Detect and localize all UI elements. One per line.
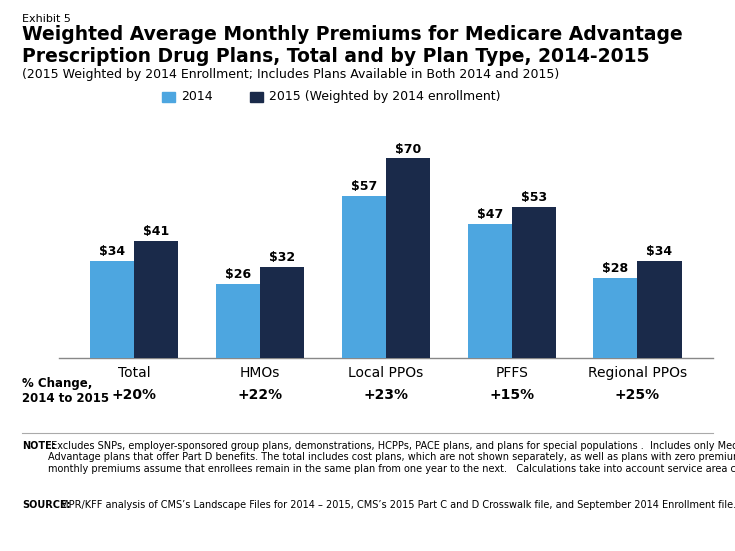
Bar xyxy=(342,196,386,358)
Text: +22%: +22% xyxy=(237,388,283,402)
Bar xyxy=(386,159,430,358)
Bar xyxy=(260,267,304,358)
Text: 2015 (Weighted by 2014 enrollment): 2015 (Weighted by 2014 enrollment) xyxy=(269,90,501,104)
Text: +25%: +25% xyxy=(615,388,660,402)
Text: Weighted Average Monthly Premiums for Medicare Advantage: Weighted Average Monthly Premiums for Me… xyxy=(22,25,683,44)
Text: $41: $41 xyxy=(143,225,170,239)
Text: Exhibit 5: Exhibit 5 xyxy=(22,14,71,24)
Text: $32: $32 xyxy=(269,251,295,264)
Text: NOTE:: NOTE: xyxy=(22,441,56,451)
Text: THE HENRY J.
KAISER
FAMILY
FOUNDATION: THE HENRY J. KAISER FAMILY FOUNDATION xyxy=(644,467,711,516)
Text: MPR/KFF analysis of CMS’s Landscape Files for 2014 – 2015, CMS’s 2015 Part C and: MPR/KFF analysis of CMS’s Landscape File… xyxy=(57,500,735,510)
Bar xyxy=(467,224,512,358)
Bar xyxy=(90,261,135,358)
Text: SOURCE:: SOURCE: xyxy=(22,500,71,510)
Bar xyxy=(512,207,556,358)
Text: % Change,
2014 to 2015: % Change, 2014 to 2015 xyxy=(22,377,110,406)
Text: $26: $26 xyxy=(225,268,251,281)
Text: $34: $34 xyxy=(99,245,126,258)
Text: $70: $70 xyxy=(395,143,421,155)
Text: $53: $53 xyxy=(520,191,547,204)
Bar xyxy=(637,261,681,358)
Text: +20%: +20% xyxy=(112,388,157,402)
Text: $57: $57 xyxy=(351,180,377,193)
Text: Excludes SNPs, employer-sponsored group plans, demonstrations, HCPPs, PACE plans: Excludes SNPs, employer-sponsored group … xyxy=(48,441,735,474)
Text: 2014: 2014 xyxy=(181,90,212,104)
Text: $28: $28 xyxy=(603,262,628,276)
Text: $34: $34 xyxy=(646,245,673,258)
Text: (2015 Weighted by 2014 Enrollment; Includes Plans Available in Both 2014 and 201: (2015 Weighted by 2014 Enrollment; Inclu… xyxy=(22,68,559,81)
Text: +23%: +23% xyxy=(363,388,409,402)
Text: $47: $47 xyxy=(476,208,503,222)
Bar xyxy=(593,278,637,358)
Bar xyxy=(135,241,179,358)
Bar xyxy=(216,284,260,358)
Text: +15%: +15% xyxy=(489,388,534,402)
Text: Prescription Drug Plans, Total and by Plan Type, 2014-2015: Prescription Drug Plans, Total and by Pl… xyxy=(22,47,650,66)
